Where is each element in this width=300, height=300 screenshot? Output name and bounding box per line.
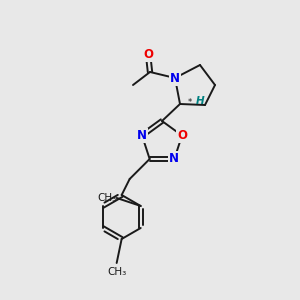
Text: H: H: [196, 96, 204, 106]
Text: N: N: [137, 129, 147, 142]
Text: N: N: [170, 71, 180, 85]
Text: *: *: [188, 98, 192, 106]
Text: N: N: [169, 152, 179, 166]
Text: O: O: [143, 47, 153, 61]
Text: O: O: [177, 129, 187, 142]
Text: CH₃: CH₃: [107, 267, 126, 277]
Text: CH₃: CH₃: [98, 193, 117, 203]
